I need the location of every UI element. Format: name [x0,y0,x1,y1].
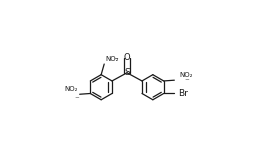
Text: O: O [124,53,130,62]
Text: NO₂: NO₂ [65,86,78,92]
Text: NO₂: NO₂ [105,56,118,62]
Text: ⁻: ⁻ [185,77,190,86]
Text: ⁻: ⁻ [74,95,79,104]
Text: S: S [124,68,130,77]
Text: NO₂: NO₂ [180,72,193,78]
Text: ⁻: ⁻ [113,56,118,65]
Text: Br: Br [178,89,188,98]
